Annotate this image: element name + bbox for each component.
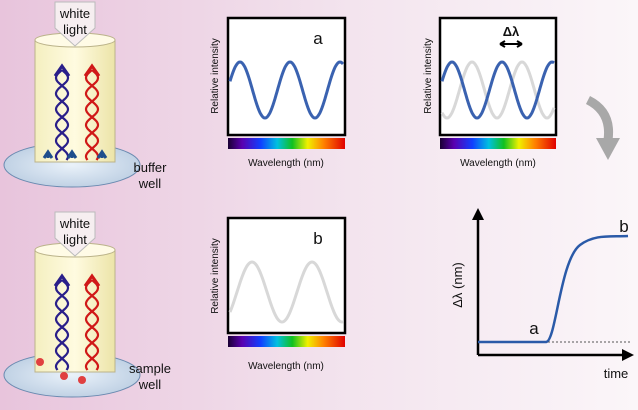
- y-axis-arrow: [472, 208, 484, 220]
- spectrum-curve: [440, 60, 556, 120]
- start-label: a: [529, 319, 539, 338]
- well-label: buffer: [133, 160, 167, 175]
- plot-frame: [226, 216, 347, 335]
- helix: [84, 279, 100, 371]
- y-axis-label: Relative intensity: [210, 238, 221, 314]
- helix: [84, 69, 100, 161]
- y-axis-label: Relative intensity: [210, 38, 221, 114]
- helix: [54, 69, 70, 161]
- well-label: well: [138, 377, 162, 392]
- x-axis-label: Wavelength (nm): [248, 361, 324, 372]
- sensorgram: a b time Δλ (nm): [450, 208, 634, 381]
- spectrum-a: a Relative intensity Wavelength (nm): [210, 16, 347, 169]
- x-axis-label: time: [604, 366, 629, 381]
- panel-label: a: [313, 29, 323, 48]
- sensor-sample: white light sample well: [3, 211, 171, 398]
- binding-curve: [478, 234, 629, 344]
- spectrum-curve: [228, 60, 345, 120]
- wavelength-bar: [440, 138, 556, 149]
- lamp-label: light: [63, 22, 87, 37]
- well-label: well: [138, 176, 162, 191]
- x-axis-arrow: [622, 349, 634, 361]
- wavelength-bar: [228, 336, 345, 347]
- panel-label: b: [313, 229, 322, 248]
- sensor-buffer: white light buffer well: [3, 1, 167, 191]
- spectrum-b: b Relative intensity Wavelength (nm): [210, 216, 347, 372]
- x-axis-label: Wavelength (nm): [460, 158, 536, 169]
- spectrum-curve: [228, 260, 344, 324]
- bound-analytes: [36, 358, 86, 384]
- shift-label: Δλ: [503, 24, 520, 39]
- y-axis-label: Relative intensity: [423, 38, 434, 114]
- lamp-label: white: [59, 216, 90, 231]
- lamp-label: white: [59, 6, 90, 21]
- shift-arrow: [499, 40, 523, 48]
- spectrum-shift: Δλ Relative intensity Wavelength (nm): [423, 16, 558, 169]
- lamp-label: light: [63, 232, 87, 247]
- y-axis-label: Δλ (nm): [450, 262, 465, 308]
- wavelength-bar: [228, 138, 345, 149]
- plot-frame: [226, 16, 347, 137]
- helix-arrowhead: [83, 273, 101, 287]
- flow-arrow: [585, 95, 620, 160]
- light-arrow: [54, 211, 96, 257]
- light-arrow: [54, 1, 96, 47]
- pillar: [34, 39, 116, 163]
- well-label: sample: [129, 361, 171, 376]
- end-label: b: [619, 217, 628, 236]
- helix-arrowhead: [83, 63, 101, 77]
- helix-arrowhead: [53, 63, 71, 77]
- pillar: [34, 249, 116, 373]
- antibodies: [42, 149, 108, 159]
- spectrum-curve: [440, 60, 555, 120]
- x-axis-label: Wavelength (nm): [248, 158, 324, 169]
- helix: [54, 279, 70, 371]
- helix-arrowhead: [53, 273, 71, 287]
